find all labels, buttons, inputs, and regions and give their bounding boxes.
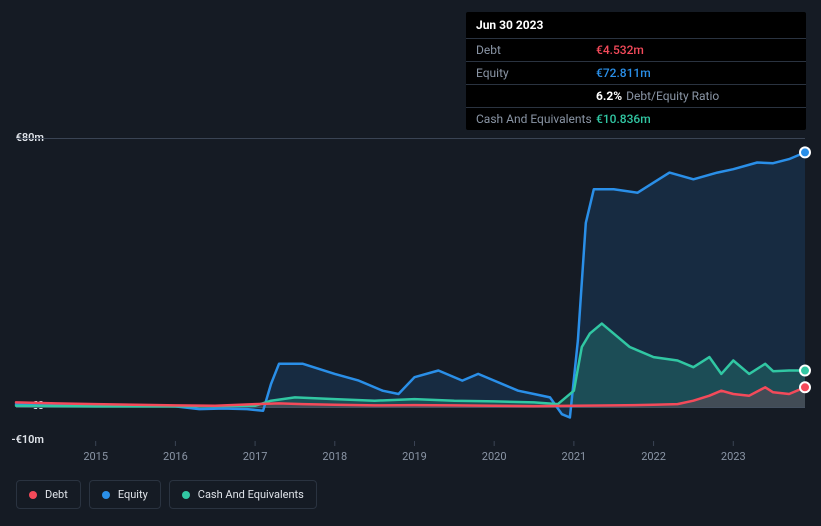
chart-svg (16, 139, 805, 441)
legend-item-debt[interactable]: Debt (16, 480, 81, 509)
tooltip-ratio-label: Debt/Equity Ratio (626, 89, 719, 103)
tooltip-date: Jun 30 2023 (466, 12, 806, 39)
legend-label: Debt (45, 488, 68, 501)
tooltip-label: Equity (476, 66, 596, 80)
legend-dot-icon (182, 491, 190, 499)
x-axis-label: 2016 (163, 450, 188, 463)
legend-item-equity[interactable]: Equity (89, 480, 161, 509)
tooltip-value: €72.811m (596, 66, 651, 80)
tooltip-label: Cash And Equivalents (476, 112, 596, 126)
tooltip-label: Debt (476, 43, 596, 57)
x-axis-label: 2015 (83, 450, 108, 463)
tooltip-row-equity: Equity €72.811m (466, 62, 806, 85)
chart-tooltip: Jun 30 2023 Debt €4.532m Equity €72.811m… (466, 12, 806, 130)
tooltip-row-debt: Debt €4.532m (466, 39, 806, 62)
tooltip-row-cash: Cash And Equivalents €10.836m (466, 108, 806, 130)
x-axis-label: 2017 (243, 450, 268, 463)
legend-label: Equity (118, 488, 148, 501)
x-axis-label: 2022 (641, 450, 666, 463)
legend: Debt Equity Cash And Equivalents (16, 480, 317, 509)
tooltip-row-ratio: 6.2% Debt/Equity Ratio (466, 85, 806, 108)
plot-area[interactable] (16, 138, 805, 440)
x-axis-label: 2023 (721, 450, 746, 463)
tooltip-label (476, 89, 596, 103)
x-axis-label: 2019 (402, 450, 427, 463)
legend-dot-icon (102, 491, 110, 499)
x-axis-label: 2021 (562, 450, 587, 463)
x-axis-label: 2018 (322, 450, 347, 463)
legend-dot-icon (29, 491, 37, 499)
tooltip-value: €4.532m (596, 43, 644, 57)
legend-item-cash[interactable]: Cash And Equivalents (169, 480, 317, 509)
tooltip-ratio-value: 6.2% (596, 89, 622, 103)
legend-label: Cash And Equivalents (198, 488, 304, 501)
chart-container: Jun 30 2023 Debt €4.532m Equity €72.811m… (0, 0, 821, 526)
x-axis-label: 2020 (482, 450, 507, 463)
tooltip-value: €10.836m (596, 112, 651, 126)
